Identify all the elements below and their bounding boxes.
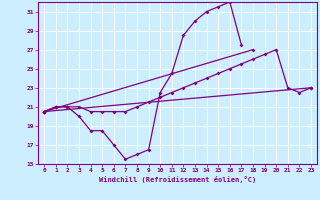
X-axis label: Windchill (Refroidissement éolien,°C): Windchill (Refroidissement éolien,°C) (99, 176, 256, 183)
